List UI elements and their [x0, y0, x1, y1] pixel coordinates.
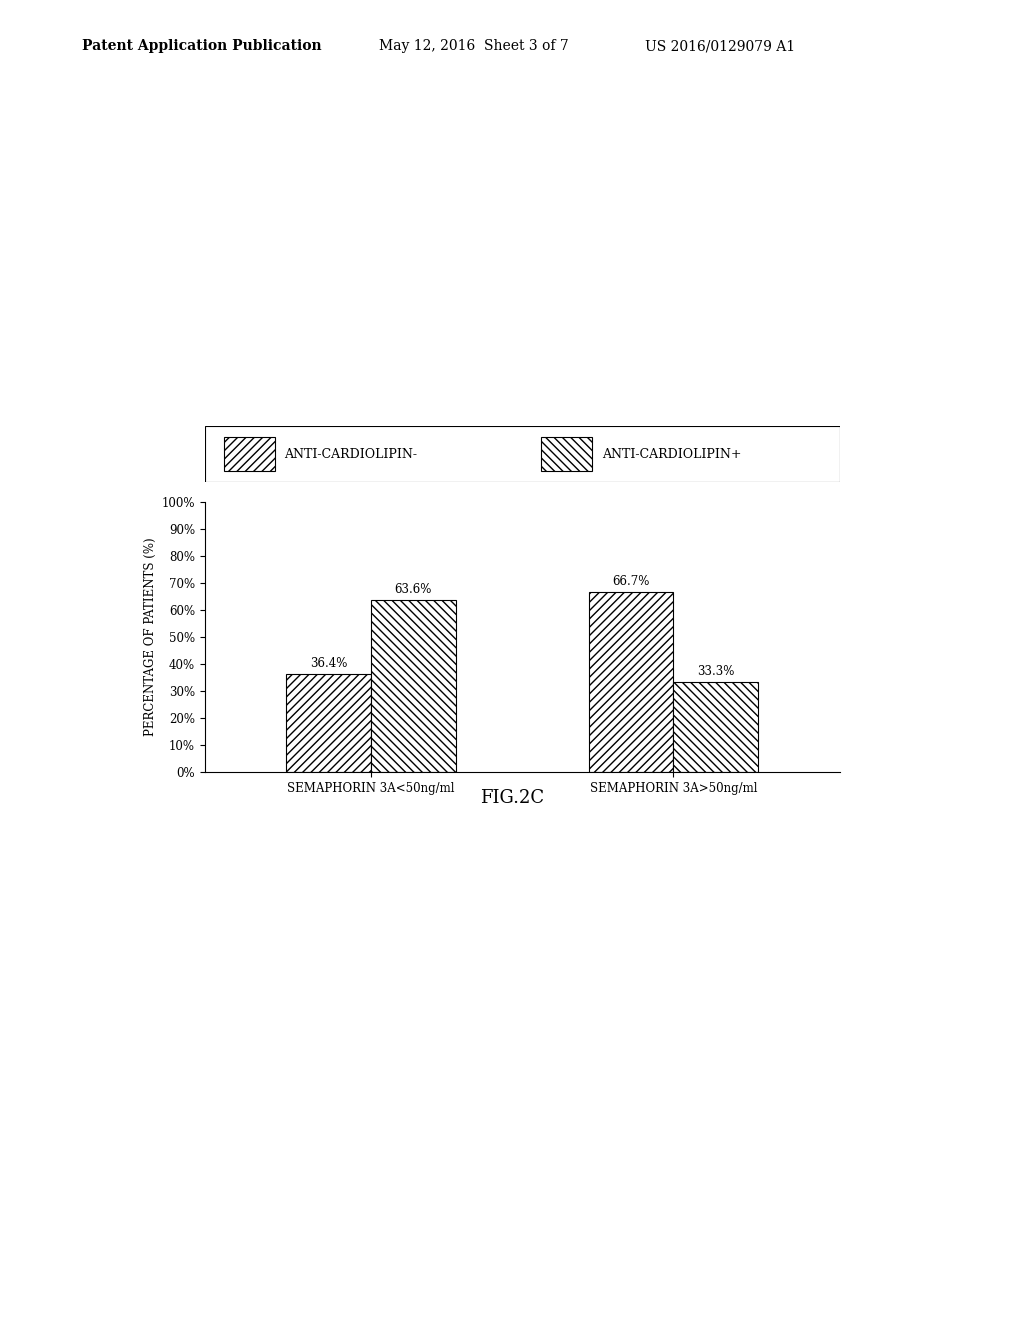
Text: ANTI-CARDIOLIPIN+: ANTI-CARDIOLIPIN+	[602, 447, 741, 461]
Bar	[287, 673, 371, 772]
Bar	[224, 437, 274, 471]
Text: 63.6%: 63.6%	[394, 583, 432, 597]
Text: 66.7%: 66.7%	[612, 574, 650, 587]
Y-axis label: PERCENTAGE OF PATIENTS (%): PERCENTAGE OF PATIENTS (%)	[144, 537, 158, 737]
Text: May 12, 2016  Sheet 3 of 7: May 12, 2016 Sheet 3 of 7	[379, 40, 568, 53]
Bar	[542, 437, 592, 471]
Text: 36.4%: 36.4%	[310, 656, 347, 669]
Bar	[589, 591, 674, 772]
Bar	[674, 682, 758, 772]
Text: ANTI-CARDIOLIPIN-: ANTI-CARDIOLIPIN-	[285, 447, 417, 461]
Text: FIG.2C: FIG.2C	[480, 788, 544, 807]
Text: US 2016/0129079 A1: US 2016/0129079 A1	[645, 40, 796, 53]
Text: 33.3%: 33.3%	[697, 665, 734, 678]
Bar	[371, 601, 456, 772]
Text: Patent Application Publication: Patent Application Publication	[82, 40, 322, 53]
